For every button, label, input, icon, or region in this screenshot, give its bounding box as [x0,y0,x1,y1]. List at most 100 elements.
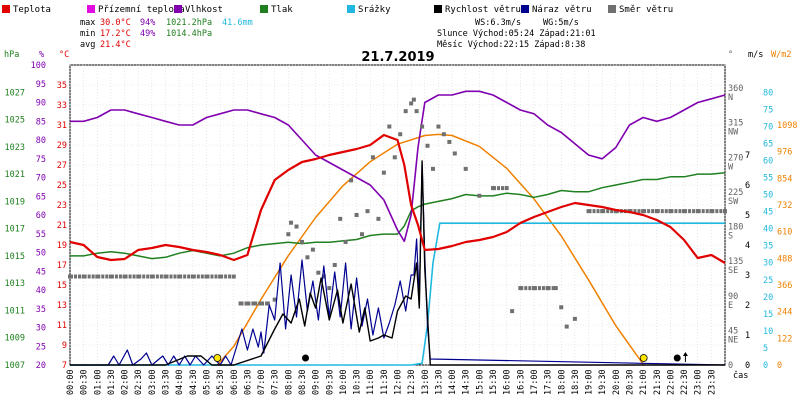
legend-swatch-smer-vetru [608,5,616,13]
series-line-tlak [70,171,726,260]
tick-label-time: 12:30 [407,369,417,395]
tick-label-time: 15:30 [489,369,499,395]
tick-label-humidity: 20 [36,361,46,371]
tick-label-time: 10:00 [339,369,349,395]
stat-max-press: 1021.2hPa [166,18,212,28]
legend-label-smer-vetru: Směr větru [619,5,673,15]
tick-label-temp: 15 [57,281,67,291]
legend-label-teplota: Teplota [13,5,51,15]
legend-swatch-prizemni-teplota [87,5,95,13]
axis-title-c: °C [59,50,69,60]
tick-label-wind: 2 [745,301,750,311]
series-point-smer-vetru [398,132,403,137]
series-point-smer-vetru [430,166,435,171]
tick-label-radiation: 610 [777,228,792,238]
tick-label-time: 18:30 [571,369,581,395]
series-point-smer-vetru [463,166,468,171]
series-point-smer-vetru [411,97,416,102]
tick-label-humidity: 40 [36,286,46,296]
tick-label-humidity: 85 [36,117,46,127]
tick-label-radiation: 976 [777,148,792,158]
legend-label-prizemni-teplota: Přízemní teplota [98,5,185,15]
legend-swatch-rychlost-vetru [434,5,442,13]
legend-swatch-vlhkost [174,5,182,13]
tick-label-direction: 180 [728,223,743,233]
tick-label-temp: 35 [57,81,67,91]
legend-label-vlhkost: Vlhkost [185,5,223,15]
tick-label-time: 14:00 [448,369,458,395]
tick-label-hpa: 1007 [5,361,25,371]
stat-max-hum: 94% [140,18,155,28]
tick-label-radiation: 122 [777,334,792,344]
tick-label-time: 08:00 [284,369,294,395]
series-point-smer-vetru [436,124,441,129]
series-point-smer-vetru [403,109,408,114]
axis-title-ms: m/s [748,50,763,60]
tick-label-humidity: 55 [36,230,46,240]
tick-label-compass: NW [728,128,739,138]
series-point-smer-vetru [354,213,359,217]
tick-label-direction: 225 [728,188,743,198]
chart-title: 21.7.2019 [361,50,434,65]
series-point-smer-vetru [338,216,343,221]
series-point-smer-vetru [564,324,569,329]
series-point-smer-vetru [343,239,348,244]
tick-label-humidity: 25 [36,342,46,352]
series-line-teplota [69,133,726,264]
sunrise-marker [213,354,222,362]
stat-min-label: min [80,29,95,39]
tick-label-wind: 4 [745,241,750,251]
tick-label-time: 22:00 [666,369,676,395]
tick-label-time: 01:00 [93,369,103,395]
tick-label-hpa: 1009 [5,334,25,344]
stat-max-rain: 41.6mm [222,18,253,28]
moonrise-marker [673,354,681,362]
stat-min-press: 1014.4hPa [166,29,212,39]
tick-label-time: 03:30 [162,369,172,395]
tick-label-rain: 75 [763,105,773,115]
tick-label-time: 13:30 [434,369,444,395]
tick-label-direction: 90 [728,292,738,302]
series-point-smer-vetru [392,155,397,160]
tick-label-time: 02:30 [134,369,144,395]
tick-label-rain: 35 [763,242,773,252]
series-line-naraz-vetru [70,163,726,366]
legend-label-rychlost-vetru: Rychlost větru [445,5,521,15]
tick-label-time: 16:00 [503,369,513,395]
tick-label-time: 10:30 [353,369,363,395]
series-point-smer-vetru [559,305,564,310]
legend-label-srazky: Srážky [358,5,391,15]
stat-moon: Měsíc Východ:22:15 Západ:8:38 [437,40,585,50]
tick-label-temp: 9 [62,341,67,351]
tick-label-rain: 65 [763,139,773,149]
tick-label-wind: 1 [745,331,750,341]
series-point-smer-vetru [441,132,446,137]
series-point-smer-vetru [289,220,294,225]
tick-label-rain: 5 [763,344,768,354]
legend-swatch-tlak [260,5,268,13]
tick-label-humidity: 95 [36,80,46,90]
tick-label-rain: 50 [763,191,773,201]
tick-label-humidity: 80 [36,136,46,146]
tick-label-radiation: 0 [777,361,782,371]
series-point-smer-vetru [447,139,452,144]
tick-label-rain: 55 [763,174,773,184]
series-point-smer-vetru [425,143,430,148]
series-line-slunecni-svit [216,133,645,366]
tick-label-time: 11:00 [366,369,376,395]
series-point-smer-vetru [310,247,315,252]
stat-avg-label: avg [80,40,95,50]
axis-title-wm2: W/m2 [771,50,791,60]
tick-label-temp: 33 [57,101,67,111]
tick-label-time: 23:30 [707,369,717,395]
series-point-smer-vetru [370,155,375,160]
tick-label-wind: 5 [745,211,750,221]
tick-label-humidity: 45 [36,267,46,277]
tick-label-humidity: 50 [36,249,46,259]
stat-max-temp: 30.0°C [100,18,131,28]
legend-swatch-srazky [347,5,355,13]
tick-label-radiation: 366 [777,281,792,291]
tick-label-hpa: 1027 [5,88,25,98]
series-point-smer-vetru [477,193,482,198]
tick-label-rain: 30 [763,259,773,269]
